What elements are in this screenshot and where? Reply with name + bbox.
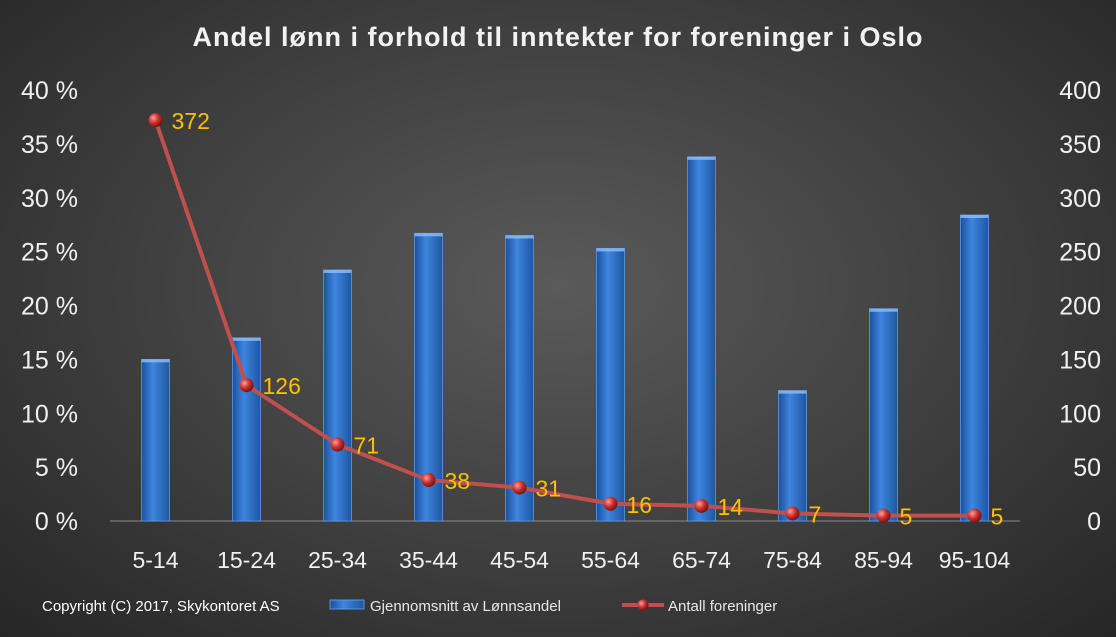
x-tick-label: 65-74 — [672, 547, 731, 573]
line-path — [153, 119, 975, 518]
x-tick-label: 45-54 — [490, 547, 549, 573]
y-axis-left: 0 % 5 % 10 % 15 % 20 % 25 % 30 % 35 % 40 % — [21, 77, 78, 536]
line-point — [239, 378, 254, 393]
data-label: 38 — [445, 468, 471, 494]
y-axis-right: 0 50 100 150 200 250 300 350 400 — [1059, 77, 1101, 536]
y-right-tick-label: 50 — [1073, 454, 1101, 482]
bar-cap — [414, 233, 443, 237]
line-point — [785, 506, 800, 521]
y-left-tick-label: 40 % — [21, 77, 78, 105]
bar-cap — [141, 359, 170, 363]
bar-cap — [505, 235, 534, 239]
copyright-text: Copyright (C) 2017, Skykontoret AS — [42, 598, 280, 615]
y-right-tick-label: 400 — [1059, 77, 1101, 105]
line-point — [148, 113, 163, 128]
x-tick-label: 35-44 — [399, 547, 458, 573]
bar — [869, 308, 898, 522]
y-right-tick-label: 200 — [1059, 293, 1101, 321]
bar-cap — [323, 269, 352, 273]
data-label: 5 — [900, 504, 913, 530]
bar-cap — [960, 214, 989, 218]
data-label: 14 — [718, 494, 744, 520]
line-point — [694, 498, 709, 513]
y-left-tick-label: 5 % — [35, 454, 78, 482]
data-label: 372 — [172, 108, 210, 134]
data-label: 71 — [354, 432, 380, 458]
line-point — [421, 473, 436, 488]
y-right-tick-label: 0 — [1087, 508, 1101, 536]
bar — [687, 156, 716, 522]
bar — [232, 337, 261, 522]
bar — [960, 214, 989, 522]
x-tick-label: 55-64 — [581, 547, 640, 573]
legend: Gjennomsnitt av Lønnsandel Antall foreni… — [329, 598, 777, 615]
bar — [505, 235, 534, 522]
line-series: 372 126 71 38 31 16 14 7 5 5 — [148, 108, 1004, 530]
bar-cap — [869, 308, 898, 312]
line-point — [330, 437, 345, 452]
legend-line-marker — [637, 599, 649, 611]
x-axis: 5-14 15-24 25-34 35-44 45-54 55-64 65-74 75-84 8… — [132, 547, 1010, 573]
y-left-tick-label: 25 % — [21, 239, 78, 267]
data-label: 16 — [627, 492, 653, 518]
bar-cap — [778, 390, 807, 394]
bar — [141, 358, 170, 522]
x-tick-label: 85-94 — [854, 547, 913, 573]
y-left-tick-label: 30 % — [21, 185, 78, 213]
bar — [323, 269, 352, 522]
x-tick-label: 95-104 — [939, 547, 1011, 573]
bar-cap — [232, 337, 261, 341]
x-tick-label: 25-34 — [308, 547, 367, 573]
bar-series — [141, 156, 989, 522]
y-left-tick-label: 0 % — [35, 508, 78, 536]
data-label: 31 — [536, 476, 562, 502]
legend-line-label: Antall foreninger — [668, 598, 777, 615]
bar — [778, 390, 807, 522]
bar — [596, 247, 625, 522]
y-right-tick-label: 150 — [1059, 346, 1101, 374]
bar-cap — [687, 156, 716, 160]
data-label: 5 — [991, 504, 1004, 530]
y-right-tick-label: 350 — [1059, 131, 1101, 159]
x-tick-label: 5-14 — [132, 547, 178, 573]
bar-cap — [596, 248, 625, 252]
chart-title: Andel lønn i forhold til inntekter for f… — [193, 22, 924, 52]
x-tick-label: 75-84 — [763, 547, 822, 573]
line-point — [603, 496, 618, 511]
y-left-tick-label: 15 % — [21, 346, 78, 374]
x-tick-label: 15-24 — [217, 547, 276, 573]
line-point — [967, 508, 982, 523]
y-left-tick-label: 20 % — [21, 293, 78, 321]
y-left-tick-label: 10 % — [21, 400, 78, 428]
line-point — [876, 508, 891, 523]
legend-bar-label: Gjennomsnitt av Lønnsandel — [370, 598, 561, 615]
line-point — [512, 480, 527, 495]
y-right-tick-label: 100 — [1059, 400, 1101, 428]
y-right-tick-label: 250 — [1059, 239, 1101, 267]
data-label: 7 — [809, 501, 822, 527]
data-label: 126 — [263, 373, 301, 399]
y-right-tick-label: 300 — [1059, 185, 1101, 213]
y-left-tick-label: 35 % — [21, 131, 78, 159]
bar — [414, 232, 443, 522]
legend-bar-swatch — [329, 599, 365, 610]
